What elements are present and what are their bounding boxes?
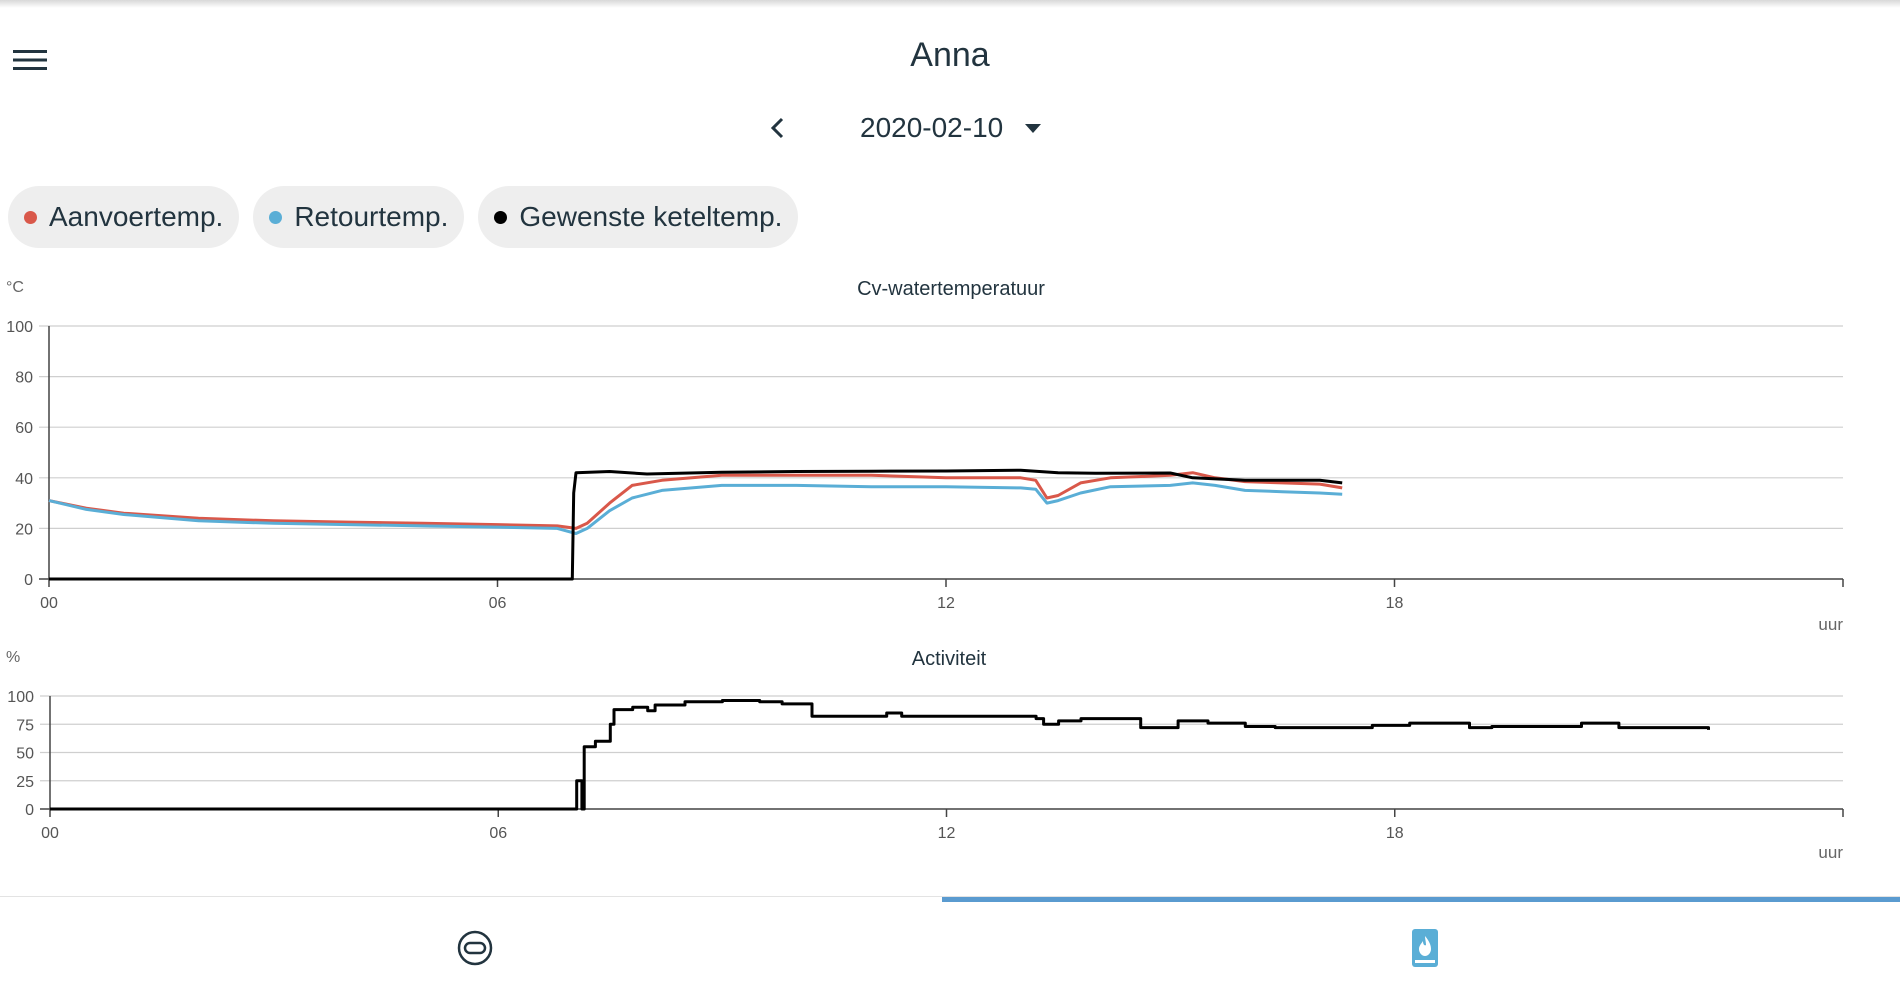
x-tick-label: 00: [40, 595, 58, 612]
x-tick-label: 18: [1386, 825, 1404, 842]
series-line-gewenste-keteltemp-: [49, 468, 1343, 581]
bottom-navigation: [0, 896, 1900, 998]
x-tick-label: 12: [938, 825, 956, 842]
y-tick-label: 20: [15, 521, 33, 538]
legend-dot: [24, 210, 37, 224]
legend-chip-retourtemp[interactable]: Retourtemp.: [253, 186, 465, 248]
x-tick-label: 00: [41, 825, 59, 842]
caret-down-icon: [1025, 123, 1042, 133]
date-dropdown[interactable]: 2020-02-10: [860, 106, 1042, 150]
chevron-left-icon[interactable]: [758, 106, 798, 150]
series-line-aanvoertemp-: [48, 471, 1343, 530]
thermostat-icon: [457, 930, 493, 965]
date-value: 2020-02-10: [860, 112, 1004, 143]
y-tick-label: 25: [16, 774, 34, 791]
x-axis-unit-label: uur: [1818, 615, 1843, 630]
boiler-flame-icon: [1412, 928, 1438, 967]
y-tick-label: 50: [16, 746, 34, 763]
legend-chips: Aanvoertemp. Retourtemp. Gewenste ketelt…: [8, 186, 799, 248]
legend-chip-gewenste-keteltemp[interactable]: Gewenste keteltemp.: [478, 186, 799, 248]
x-tick-label: 06: [489, 825, 507, 842]
y-tick-label: 100: [6, 319, 33, 336]
chart-unit-label: %: [6, 649, 20, 666]
legend-label: Aanvoertemp.: [49, 201, 224, 232]
chart-unit-label: °C: [6, 279, 24, 296]
tab-boiler[interactable]: [950, 897, 1900, 998]
y-tick-label: 100: [7, 689, 34, 706]
x-tick-label: 12: [937, 595, 955, 612]
series-line-activiteit: [50, 699, 1710, 811]
legend-chip-aanvoertemp[interactable]: Aanvoertemp.: [8, 186, 240, 248]
date-navigation: 2020-02-10: [0, 106, 1900, 150]
series-line-retourtemp-: [48, 481, 1343, 535]
chart-title: Cv-watertemperatuur: [857, 278, 1045, 300]
y-tick-label: 60: [15, 420, 33, 437]
y-tick-label: 0: [25, 802, 34, 819]
y-tick-label: 75: [16, 717, 34, 734]
active-tab-indicator: [942, 897, 1900, 902]
page-title: Anna: [910, 36, 990, 74]
x-tick-label: 18: [1386, 595, 1404, 612]
x-tick-label: 06: [489, 595, 507, 612]
tab-thermostat[interactable]: [0, 897, 950, 998]
legend-label: Retourtemp.: [294, 201, 449, 232]
y-tick-label: 0: [24, 572, 33, 589]
x-axis-unit-label: uur: [1818, 843, 1843, 860]
top-bar-shadow: [0, 0, 1900, 8]
legend-dot: [494, 210, 508, 224]
y-tick-label: 40: [15, 471, 33, 488]
chart-title: Activiteit: [912, 648, 987, 670]
legend-label: Gewenste keteltemp.: [519, 201, 783, 232]
y-tick-label: 80: [15, 370, 33, 387]
legend-dot: [269, 210, 283, 224]
hamburger-menu-icon[interactable]: [8, 40, 52, 80]
